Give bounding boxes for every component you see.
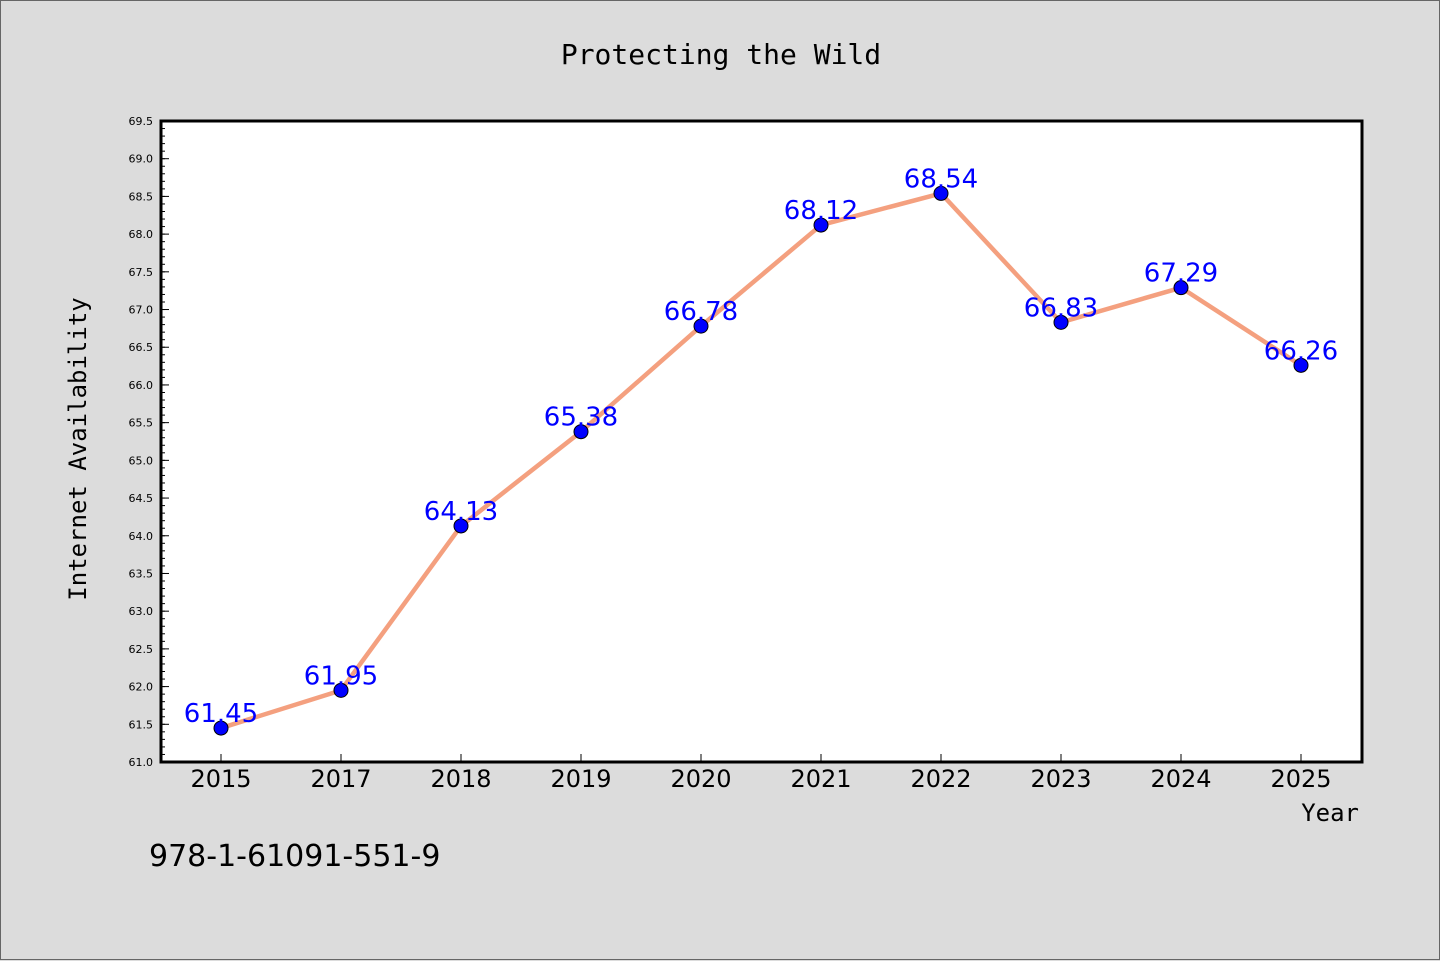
data-label: 61.45 bbox=[184, 699, 258, 729]
data-labels-layer: 61.45 61.95 64.13 65.38 66.78 68.12 68.54 66.83… bbox=[184, 164, 1338, 729]
isbn-footer: 978-1-61091-551-9 bbox=[149, 839, 440, 874]
x-axis-ticks: 2015 2017 2018 2019 2020 2021 2022 2023 2024 2025 bbox=[190, 754, 1332, 793]
y-tick-label: 61.0 bbox=[129, 756, 154, 769]
y-tick-label: 61.5 bbox=[129, 718, 154, 731]
y-tick-label: 65.0 bbox=[129, 454, 154, 467]
data-point bbox=[333, 682, 349, 698]
y-tick-label: 64.0 bbox=[129, 530, 154, 543]
y-tick-label: 68.0 bbox=[129, 228, 154, 241]
y-tick-label: 63.0 bbox=[129, 605, 154, 618]
x-tick-label: 2018 bbox=[430, 765, 491, 793]
data-label: 65.38 bbox=[544, 403, 618, 433]
data-point bbox=[1173, 280, 1189, 296]
data-label: 66.78 bbox=[664, 297, 738, 327]
data-point bbox=[813, 217, 829, 233]
data-point bbox=[213, 720, 229, 736]
y-tick-label: 68.5 bbox=[129, 190, 154, 203]
data-point bbox=[573, 424, 589, 440]
data-label: 66.83 bbox=[1024, 293, 1098, 323]
x-tick-label: 2021 bbox=[790, 765, 851, 793]
x-tick-label: 2025 bbox=[1270, 765, 1331, 793]
y-axis-ticks: 61.0 61.5 62.0 62.5 63.0 63.5 64.0 64.5 65.0 65.5… bbox=[129, 115, 169, 769]
data-label: 68.12 bbox=[784, 196, 858, 226]
y-tick-label: 69.5 bbox=[129, 115, 154, 128]
x-axis-label: Year bbox=[1301, 799, 1359, 827]
x-tick-label: 2020 bbox=[670, 765, 731, 793]
data-label: 68.54 bbox=[904, 164, 978, 194]
x-tick-label: 2019 bbox=[550, 765, 611, 793]
data-point bbox=[933, 185, 949, 201]
x-tick-label: 2015 bbox=[190, 765, 251, 793]
series-layer bbox=[213, 185, 1309, 736]
data-label: 66.26 bbox=[1264, 336, 1338, 366]
data-point bbox=[453, 518, 469, 534]
data-label: 67.29 bbox=[1144, 259, 1218, 289]
y-tick-label: 66.5 bbox=[129, 341, 154, 354]
data-point bbox=[1053, 314, 1069, 330]
y-tick-label: 62.5 bbox=[129, 643, 154, 656]
y-axis-label: Internet Availability bbox=[64, 297, 92, 600]
y-tick-label: 64.5 bbox=[129, 492, 154, 505]
data-point bbox=[693, 318, 709, 334]
plot-area bbox=[159, 119, 1364, 764]
y-tick-label: 67.5 bbox=[129, 266, 154, 279]
y-tick-label: 66.0 bbox=[129, 379, 154, 392]
y-tick-label: 69.0 bbox=[129, 153, 154, 166]
y-tick-label: 67.0 bbox=[129, 304, 154, 317]
x-tick-label: 2023 bbox=[1030, 765, 1091, 793]
x-tick-label: 2017 bbox=[310, 765, 371, 793]
data-label: 61.95 bbox=[304, 661, 378, 691]
series-line bbox=[220, 191, 1303, 731]
y-tick-label: 63.5 bbox=[129, 567, 154, 580]
data-point bbox=[1293, 357, 1309, 373]
y-tick-label: 65.5 bbox=[129, 417, 154, 430]
x-tick-label: 2024 bbox=[1150, 765, 1211, 793]
data-label: 64.13 bbox=[424, 497, 498, 527]
y-tick-label: 62.0 bbox=[129, 681, 154, 694]
x-tick-label: 2022 bbox=[910, 765, 971, 793]
chart-title: Protecting the Wild bbox=[561, 38, 881, 71]
